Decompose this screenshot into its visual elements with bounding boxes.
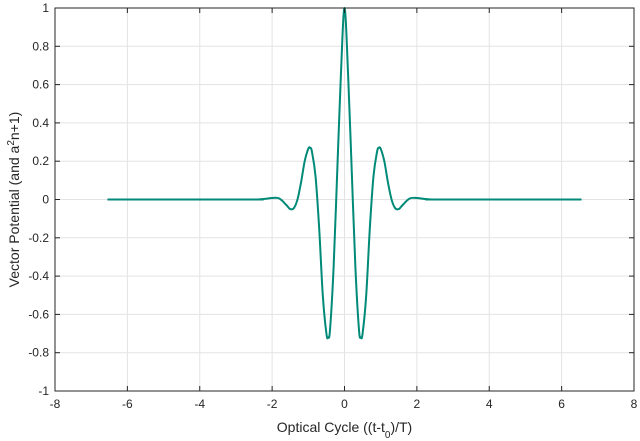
y-axis-label-tail: n+1)	[6, 112, 22, 140]
x-tick-label: 2	[414, 397, 421, 411]
x-tick-label: 4	[486, 397, 493, 411]
y-tick-label: 0.4	[32, 116, 49, 130]
y-axis-label-superscript: 2	[6, 140, 17, 146]
x-tick-label: -4	[194, 397, 205, 411]
y-tick-label: -1	[38, 384, 49, 398]
y-tick-labels: -1 -0.8 -0.6 -0.4 -0.2 0 0.2 0.4 0.6 0.8 1	[28, 1, 49, 398]
y-axis-label-main: Vector Potential (and a	[6, 145, 22, 287]
y-tick-label: 1	[42, 1, 49, 15]
y-tick-label: 0.6	[32, 78, 49, 92]
y-tick-label: 0.2	[32, 154, 49, 168]
x-tick-label: -2	[267, 397, 278, 411]
y-tick-label: -0.8	[28, 346, 49, 360]
x-tick-label: -6	[122, 397, 133, 411]
grid	[54, 7, 635, 392]
x-tick-label: 0	[341, 397, 348, 411]
y-tick-label: -0.4	[28, 269, 49, 283]
x-tick-label: 6	[558, 397, 565, 411]
x-axis-label-subscript: 0	[385, 430, 391, 441]
tick-marks	[54, 7, 635, 392]
x-tick-label: 8	[631, 397, 638, 411]
x-tick-labels: -8 -6 -4 -2 0 2 4 6 8	[50, 397, 638, 411]
y-tick-label: -0.2	[28, 231, 49, 245]
x-tick-label: -8	[50, 397, 61, 411]
y-tick-label: -0.6	[28, 307, 49, 321]
y-tick-label: 0	[42, 193, 49, 207]
y-axis-label: Vector Potential (and a2n+1)	[6, 112, 23, 288]
y-tick-label: 0.8	[32, 39, 49, 53]
x-axis-label-tail: )/T)	[390, 419, 412, 435]
x-axis-label-main: Optical Cycle ((t-t	[277, 419, 385, 435]
x-axis-label: Optical Cycle ((t-t0)/T)	[277, 419, 412, 441]
